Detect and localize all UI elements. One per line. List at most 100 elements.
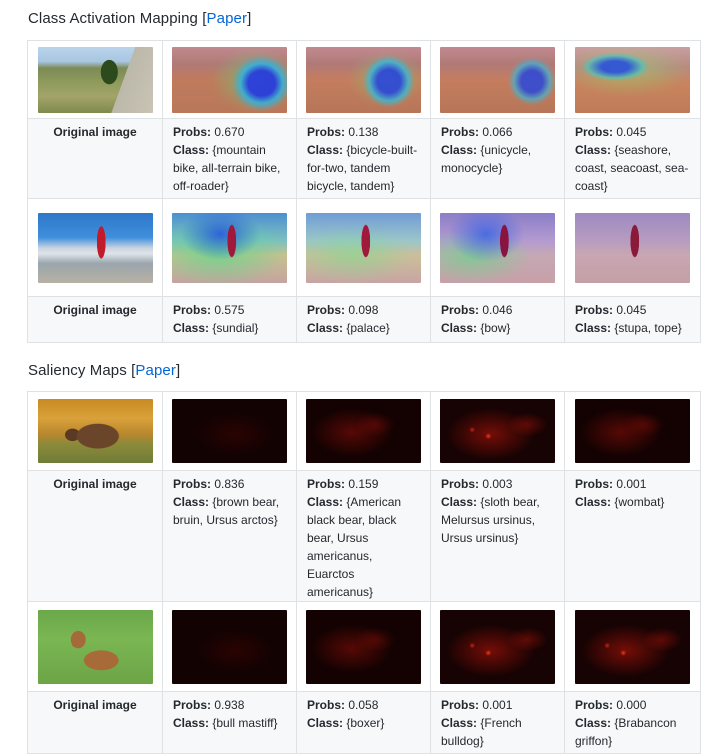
heatmap-cell <box>162 40 297 119</box>
probs-value: 0.836 <box>214 477 245 491</box>
cam-heatmap-image <box>172 212 287 283</box>
probs-label: Probs: <box>173 698 212 712</box>
heatmap-cell <box>162 198 297 297</box>
probs-value: 0.058 <box>348 698 379 712</box>
saliency-results-table: Original image Probs: 0.836 Class: {brown… <box>27 391 701 754</box>
image-row <box>27 601 701 692</box>
probs-value: 0.138 <box>348 125 379 139</box>
section-title: Saliency Maps <box>28 362 127 379</box>
saliency-cell <box>430 391 565 471</box>
class-label: Class: <box>307 495 344 509</box>
original-image-bikers <box>37 46 153 113</box>
class-value: {French bulldog} <box>441 716 522 748</box>
probs-label: Probs: <box>173 303 212 317</box>
class-value: {Brabancon griffon} <box>575 716 677 748</box>
class-value: {unicycle, monocycle} <box>441 143 532 175</box>
probs-value: 0.098 <box>348 303 379 317</box>
original-image-dog <box>37 609 153 684</box>
saliency-map-image <box>306 609 421 684</box>
probs-value: 0.001 <box>616 477 647 491</box>
saliency-map-image <box>306 399 421 463</box>
result-cell: Probs: 0.836 Class: {brown bear, bruin, U… <box>162 470 297 602</box>
class-label: Class: <box>173 716 210 730</box>
probs-label: Probs: <box>575 698 614 712</box>
result-row: Original image Probs: 0.670 Class: {mount… <box>27 118 701 199</box>
class-value: {bull mastiff} <box>212 716 278 730</box>
result-cell: Probs: 0.938 Class: {bull mastiff} <box>162 691 297 754</box>
saliency-map-image <box>172 399 287 463</box>
result-cell: Probs: 0.045 Class: {stupa, tope} <box>564 296 701 343</box>
class-value: {wombat} <box>614 495 665 509</box>
section-heading-cam: Class Activation Mapping [Paper] <box>28 10 252 27</box>
probs-value: 0.575 <box>214 303 245 317</box>
class-value: {stupa, tope} <box>614 321 682 335</box>
class-value: {sloth bear, Melursus ursinus, Ursus urs… <box>441 495 540 545</box>
probs-value: 0.938 <box>214 698 245 712</box>
image-row <box>27 198 701 297</box>
saliency-map-image <box>575 399 690 463</box>
original-image-sculpture <box>37 212 153 283</box>
class-value: {boxer} <box>346 716 385 730</box>
probs-label: Probs: <box>173 125 212 139</box>
original-image-bear <box>37 399 153 463</box>
original-image-label: Original image <box>27 691 163 754</box>
section-title: Class Activation Mapping <box>28 10 198 27</box>
probs-label: Probs: <box>307 303 346 317</box>
probs-value: 0.066 <box>482 125 513 139</box>
result-cell: Probs: 0.138 Class: {bicycle-built-for-tw… <box>296 118 431 199</box>
heatmap-cell <box>296 198 431 297</box>
result-cell: Probs: 0.066 Class: {unicycle, monocycle} <box>430 118 565 199</box>
class-label: Class: <box>575 495 612 509</box>
cam-heatmap-image <box>172 46 287 113</box>
saliency-cell <box>162 601 297 692</box>
saliency-map-image <box>440 399 555 463</box>
original-image-label: Original image <box>27 118 163 199</box>
probs-value: 0.003 <box>482 477 513 491</box>
result-row: Original image Probs: 0.575 Class: {sundi… <box>27 296 701 343</box>
probs-label: Probs: <box>441 698 480 712</box>
paper-link[interactable]: Paper <box>206 10 248 27</box>
saliency-map-image <box>440 609 555 684</box>
probs-value: 0.670 <box>214 125 245 139</box>
probs-value: 0.159 <box>348 477 379 491</box>
cam-results-table: Original image Probs: 0.670 Class: {mount… <box>27 40 701 343</box>
class-value: {bow} <box>480 321 511 335</box>
heatmap-cell <box>430 40 565 119</box>
result-cell: Probs: 0.001 Class: {wombat} <box>564 470 701 602</box>
result-cell: Probs: 0.045 Class: {seashore, coast, sea… <box>564 118 701 199</box>
class-label: Class: <box>173 321 210 335</box>
saliency-cell <box>564 601 701 692</box>
class-value: {seashore, coast, seacoast, sea-coast} <box>575 143 689 193</box>
probs-label: Probs: <box>307 698 346 712</box>
result-cell: Probs: 0.003 Class: {sloth bear, Melursus… <box>430 470 565 602</box>
cam-heatmap-image <box>440 46 555 113</box>
probs-label: Probs: <box>575 303 614 317</box>
original-image-label: Original image <box>27 296 163 343</box>
result-cell: Probs: 0.098 Class: {palace} <box>296 296 431 343</box>
saliency-cell <box>162 391 297 471</box>
original-image-cell <box>27 198 163 297</box>
saliency-map-image <box>575 609 690 684</box>
heatmap-cell <box>296 40 431 119</box>
probs-label: Probs: <box>307 477 346 491</box>
probs-label: Probs: <box>575 477 614 491</box>
probs-label: Probs: <box>441 477 480 491</box>
original-image-cell <box>27 391 163 471</box>
paper-link[interactable]: Paper <box>135 362 176 379</box>
section-heading-saliency: Saliency Maps [Paper] <box>28 362 181 379</box>
heatmap-cell <box>564 198 701 297</box>
result-cell: Probs: 0.058 Class: {boxer} <box>296 691 431 754</box>
result-row: Original image Probs: 0.938 Class: {bull … <box>27 691 701 754</box>
cam-heatmap-image <box>306 46 421 113</box>
result-cell: Probs: 0.670 Class: {mountain bike, all-t… <box>162 118 297 199</box>
heatmap-cell <box>430 198 565 297</box>
result-cell: Probs: 0.046 Class: {bow} <box>430 296 565 343</box>
saliency-cell <box>296 391 431 471</box>
class-label: Class: <box>441 716 478 730</box>
result-cell: Probs: 0.001 Class: {French bulldog} <box>430 691 565 754</box>
saliency-cell <box>430 601 565 692</box>
original-image-cell <box>27 40 163 119</box>
probs-label: Probs: <box>173 477 212 491</box>
class-label: Class: <box>575 321 612 335</box>
class-label: Class: <box>307 143 344 157</box>
